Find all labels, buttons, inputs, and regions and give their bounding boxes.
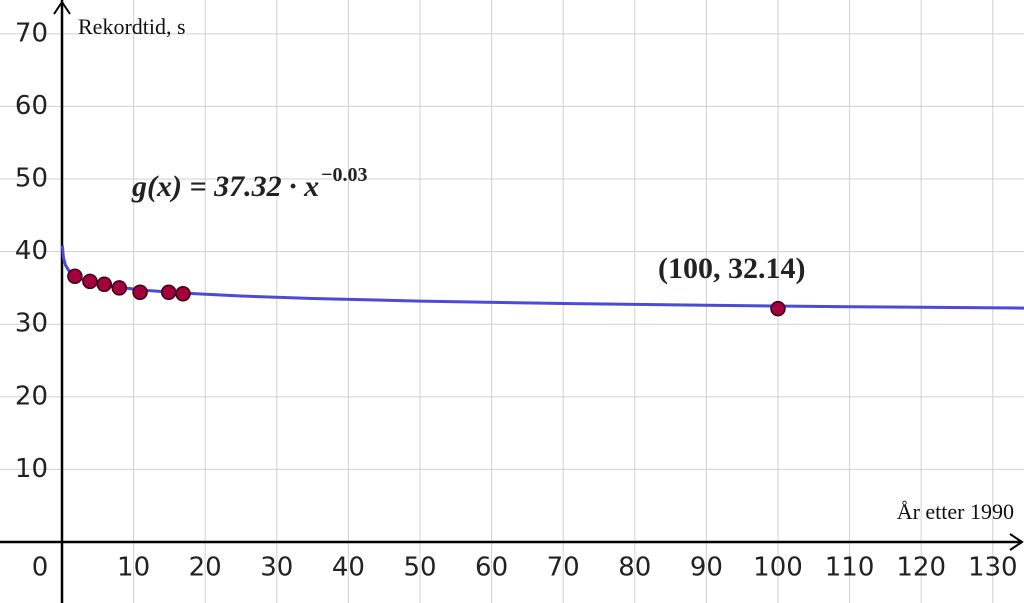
data-point — [82, 273, 98, 290]
function-label: g(x) = 37.32 · x — [131, 170, 319, 203]
x-tick-label: 80 — [618, 553, 651, 583]
curve — [60, 245, 1024, 310]
data-point — [111, 280, 128, 296]
data-point — [67, 268, 83, 285]
x-tick-label: 90 — [690, 553, 723, 583]
x-tick-label: 130 — [968, 553, 1018, 583]
x-tick-label: 60 — [475, 553, 508, 583]
data-point — [175, 285, 191, 302]
data-point — [132, 284, 148, 301]
x-tick-label: 30 — [260, 553, 293, 583]
point-label: (100, 32.14) — [658, 252, 805, 285]
x-axis-label: År etter 1990 — [897, 499, 1014, 524]
x-tick-label: 70 — [547, 553, 580, 583]
x-tick-label: 110 — [825, 553, 875, 583]
y-tick-label: 50 — [15, 164, 48, 194]
x-axis-arrow — [1009, 533, 1024, 551]
y-tick-label: 10 — [15, 454, 48, 484]
x-tick-label: 20 — [189, 553, 222, 583]
y-tick-label: 30 — [15, 309, 48, 339]
x-tick-label: 120 — [896, 553, 946, 583]
y-axis-label: Rekordtid, s — [78, 14, 186, 39]
y-tick-label: 20 — [15, 381, 48, 411]
y-tick-label: 60 — [15, 91, 48, 121]
data-point — [160, 284, 177, 301]
data-point — [96, 276, 112, 293]
y-tick-label: 40 — [15, 236, 48, 266]
y-tick-label: 70 — [15, 18, 48, 48]
x-tick-label: 50 — [403, 553, 436, 583]
function-exponent: −0.03 — [321, 164, 367, 186]
y-axis-arrow — [53, 0, 71, 15]
x-tick-label: 40 — [332, 553, 365, 583]
x-tick-label: 10 — [117, 553, 150, 583]
x-tick-label: 0 — [32, 553, 49, 583]
data-point — [770, 300, 786, 317]
x-tick-label: 100 — [753, 553, 803, 583]
